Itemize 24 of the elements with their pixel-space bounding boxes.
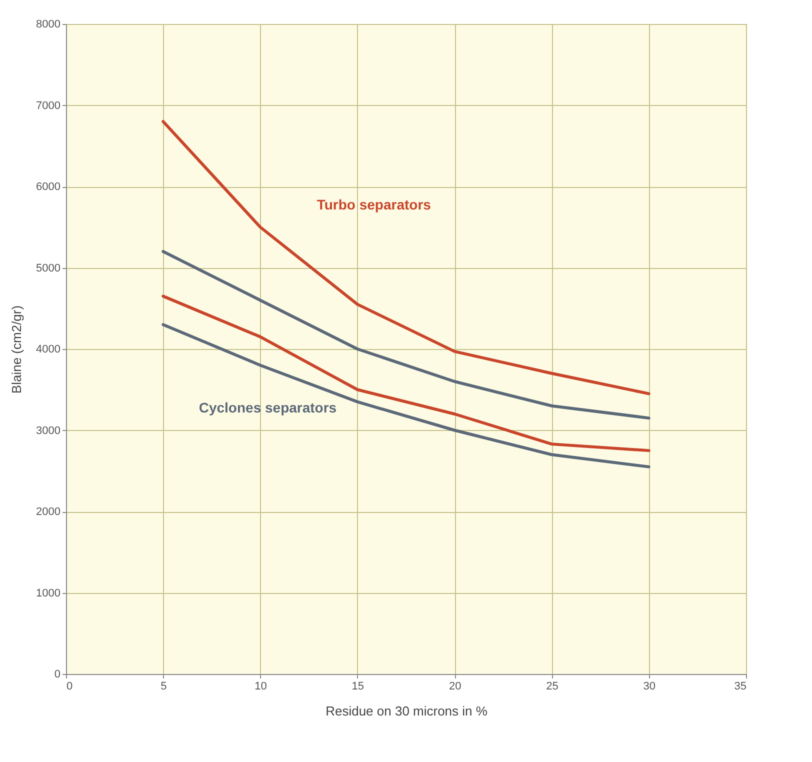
x-tick-label: 20 <box>448 680 462 692</box>
y-tick-label: 2000 <box>36 506 60 518</box>
y-tick-label: 0 <box>54 668 60 680</box>
x-tick-label: 10 <box>254 680 267 692</box>
x-tick-label: 0 <box>66 680 73 692</box>
y-tick-label: 7000 <box>36 100 60 112</box>
line-series <box>162 120 650 396</box>
y-tick-label: 4000 <box>36 344 60 356</box>
y-tick-label: 8000 <box>36 18 60 30</box>
line-series <box>162 323 650 468</box>
x-axis-title: Residue on 30 microns in % <box>326 704 488 718</box>
x-tick-label: 25 <box>546 680 558 692</box>
line-series <box>162 294 650 452</box>
x-tick-label: 5 <box>160 680 167 692</box>
y-axis-title: Blaine (cm2/gr) <box>9 305 24 394</box>
text: Turbo separators <box>316 196 432 213</box>
x-tick-label: 15 <box>352 680 364 692</box>
x-tick-label: 35 <box>734 680 746 692</box>
line-series <box>162 250 650 420</box>
y-tick-label: 3000 <box>36 424 60 437</box>
x-tick-label: 30 <box>643 680 656 692</box>
y-tick-label: 1000 <box>36 587 60 600</box>
y-tick-label: 5000 <box>36 262 60 274</box>
y-tick-label: 6000 <box>36 181 60 193</box>
